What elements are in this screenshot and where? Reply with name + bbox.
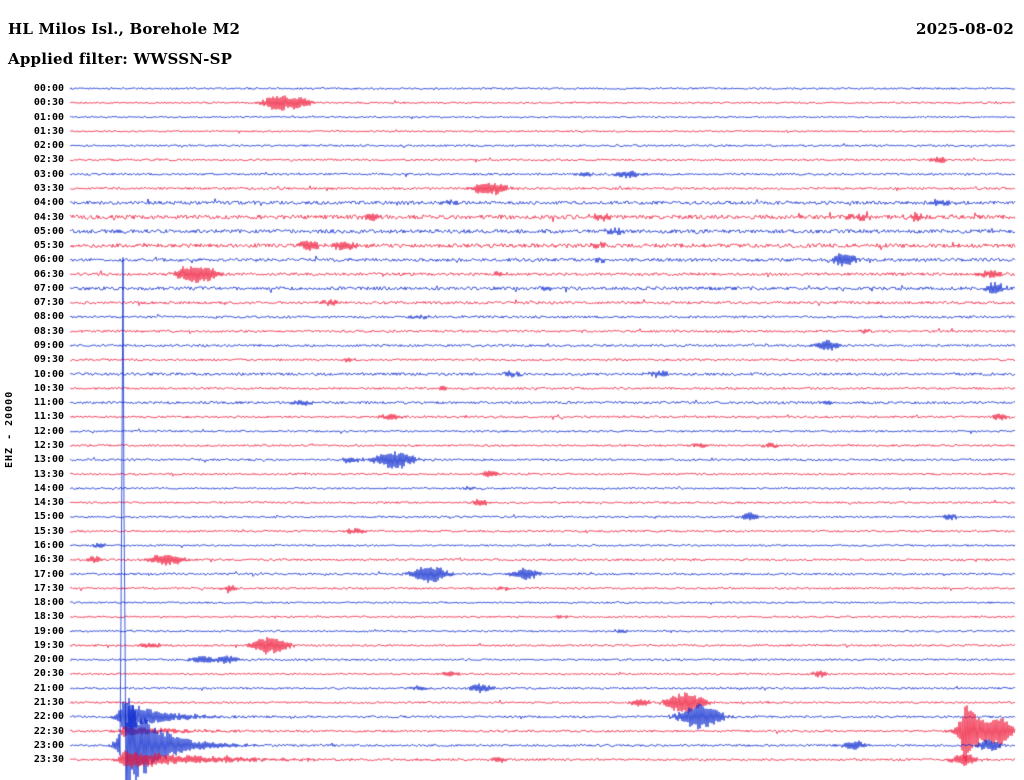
time-label: 22:30 — [33, 725, 64, 737]
time-label: 13:30 — [33, 468, 64, 480]
time-label: 07:00 — [33, 282, 64, 294]
time-label: 21:00 — [33, 682, 64, 694]
time-label: 14:00 — [33, 482, 64, 494]
time-label: 11:00 — [33, 397, 64, 409]
time-label: 16:00 — [33, 539, 64, 551]
time-label: 14:30 — [33, 497, 64, 509]
time-label: 00:00 — [33, 83, 64, 94]
time-label: 17:30 — [33, 582, 64, 594]
time-label: 06:30 — [33, 268, 64, 280]
time-label: 19:30 — [33, 639, 64, 651]
time-label: 23:30 — [33, 754, 64, 766]
time-label: 17:00 — [33, 568, 64, 580]
time-label: 01:30 — [33, 125, 64, 137]
time-label: 03:30 — [33, 182, 64, 194]
time-label: 05:30 — [33, 240, 64, 252]
time-label: 15:00 — [33, 511, 64, 523]
time-label: 07:30 — [33, 297, 64, 309]
time-label: 19:00 — [33, 625, 64, 637]
time-label: 15:30 — [33, 525, 64, 537]
time-label: 11:30 — [33, 411, 64, 423]
time-label: 22:00 — [33, 711, 64, 723]
time-label: 06:00 — [33, 254, 64, 266]
time-label: 09:00 — [33, 340, 64, 352]
time-label: 23:00 — [33, 739, 64, 751]
time-label: 10:00 — [33, 368, 64, 380]
time-label: 20:30 — [33, 668, 64, 680]
time-label: 10:30 — [33, 382, 64, 394]
time-label: 08:30 — [33, 325, 64, 337]
time-label: 13:00 — [33, 454, 64, 466]
time-label: 12:00 — [33, 425, 64, 437]
time-label: 02:30 — [33, 154, 64, 166]
time-label: 18:30 — [33, 611, 64, 623]
time-label: 09:30 — [33, 354, 64, 366]
time-label: 16:30 — [33, 554, 64, 566]
time-label: 02:00 — [33, 140, 64, 152]
time-label: 21:30 — [33, 697, 64, 709]
time-label: 04:00 — [33, 197, 64, 209]
time-label: 00:30 — [33, 97, 64, 109]
time-label: 05:00 — [33, 225, 64, 237]
time-label: 01:00 — [33, 111, 64, 123]
time-label: 12:30 — [33, 440, 64, 451]
time-label: 18:00 — [33, 597, 64, 609]
time-label: 20:00 — [33, 654, 64, 666]
time-label: 04:30 — [33, 211, 64, 223]
time-label: 08:00 — [33, 311, 64, 323]
time-label: 03:00 — [33, 168, 64, 180]
